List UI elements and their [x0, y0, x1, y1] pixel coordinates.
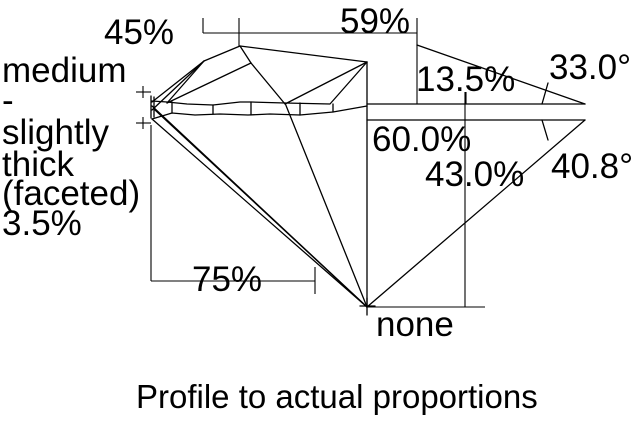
svg-text:13.5%: 13.5% — [416, 60, 515, 99]
svg-text:Profile to actual proportions: Profile to actual proportions — [136, 378, 538, 415]
svg-text:59%: 59% — [340, 2, 410, 41]
svg-text:33.0°: 33.0° — [549, 48, 631, 87]
svg-text:none: none — [376, 305, 454, 344]
svg-text:60.0%: 60.0% — [372, 120, 471, 159]
svg-text:43.0%: 43.0% — [425, 155, 524, 194]
svg-text:medium: medium — [2, 51, 126, 90]
svg-text:3.5%: 3.5% — [2, 204, 82, 243]
svg-text:75%: 75% — [192, 260, 262, 299]
svg-text:45%: 45% — [104, 13, 174, 52]
svg-text:40.8°: 40.8° — [551, 147, 633, 186]
